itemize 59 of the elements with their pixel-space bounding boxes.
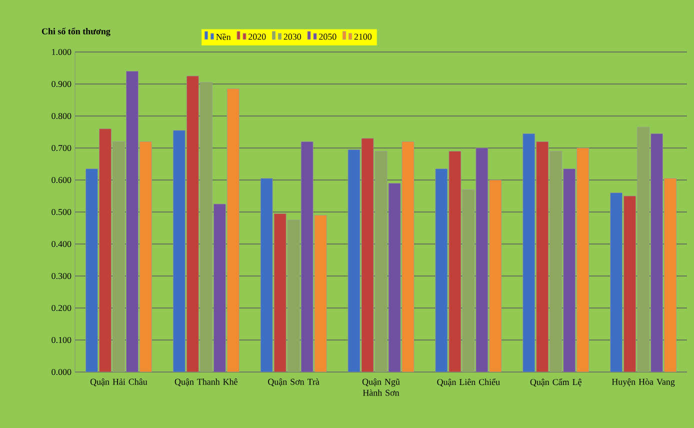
bar [476,148,488,372]
bar [550,150,562,372]
bar [213,204,226,372]
bar [650,133,663,372]
bar [314,215,327,372]
x-tick-label: Quận Liên Chiểu [437,378,500,386]
x-tick-label: Quận Cẩm Lệ [530,378,582,386]
bar [361,138,374,372]
bar [86,168,98,372]
bar [402,141,414,372]
bar [112,141,125,372]
bar [126,70,138,372]
bar [489,180,502,372]
y-tick-label: 0.400 [52,240,72,248]
bar [462,189,475,372]
bar [624,196,636,372]
bar [172,130,186,372]
bar [637,126,650,372]
legend-label: 2020 [248,34,266,40]
bar [374,150,388,372]
y-tick-label: 1.000 [52,48,72,56]
bar [260,178,273,372]
y-tick-label: 0.100 [52,336,72,344]
y-tick-label: 0.900 [52,80,72,88]
y-tick-label: 0.200 [52,304,72,312]
bar [576,148,590,372]
legend-label: 2050 [319,34,336,40]
bar [140,141,152,372]
bar [610,192,623,372]
x-tick-label: Quận Thanh Khê [174,378,238,386]
x-tick-label: Quận Sơn Trà [268,378,320,386]
legend-label: 2030 [284,34,302,40]
bar [287,220,300,372]
bar [348,149,360,372]
bar [186,76,199,372]
bar [274,213,286,372]
y-tick-label: 0.700 [52,144,72,152]
legend-label: 2100 [354,34,372,40]
y-axis-title: Chi số tổn thương [42,28,110,36]
bar [388,182,401,372]
y-tick-label: 0.600 [52,176,72,184]
bar [99,128,112,372]
bar [448,150,462,372]
bar [563,168,576,372]
y-tick-label: 0.000 [52,368,72,376]
bar [522,133,536,372]
bar [300,141,314,372]
bar [664,178,676,372]
bar [536,141,549,372]
y-tick-label: 0.800 [52,112,72,120]
legend-label: Nền [216,33,231,40]
y-tick-label: 0.500 [52,208,72,216]
bar [435,168,448,372]
x-tick-label: Quận Ngũ Hành Sơn [362,378,400,396]
bar [200,82,212,372]
bar [226,88,240,372]
x-tick-label: Huyện Hòa Vang [612,378,675,387]
y-tick-label: 0.300 [52,272,72,280]
x-tick-label: Quận Hải Châu [90,378,148,386]
